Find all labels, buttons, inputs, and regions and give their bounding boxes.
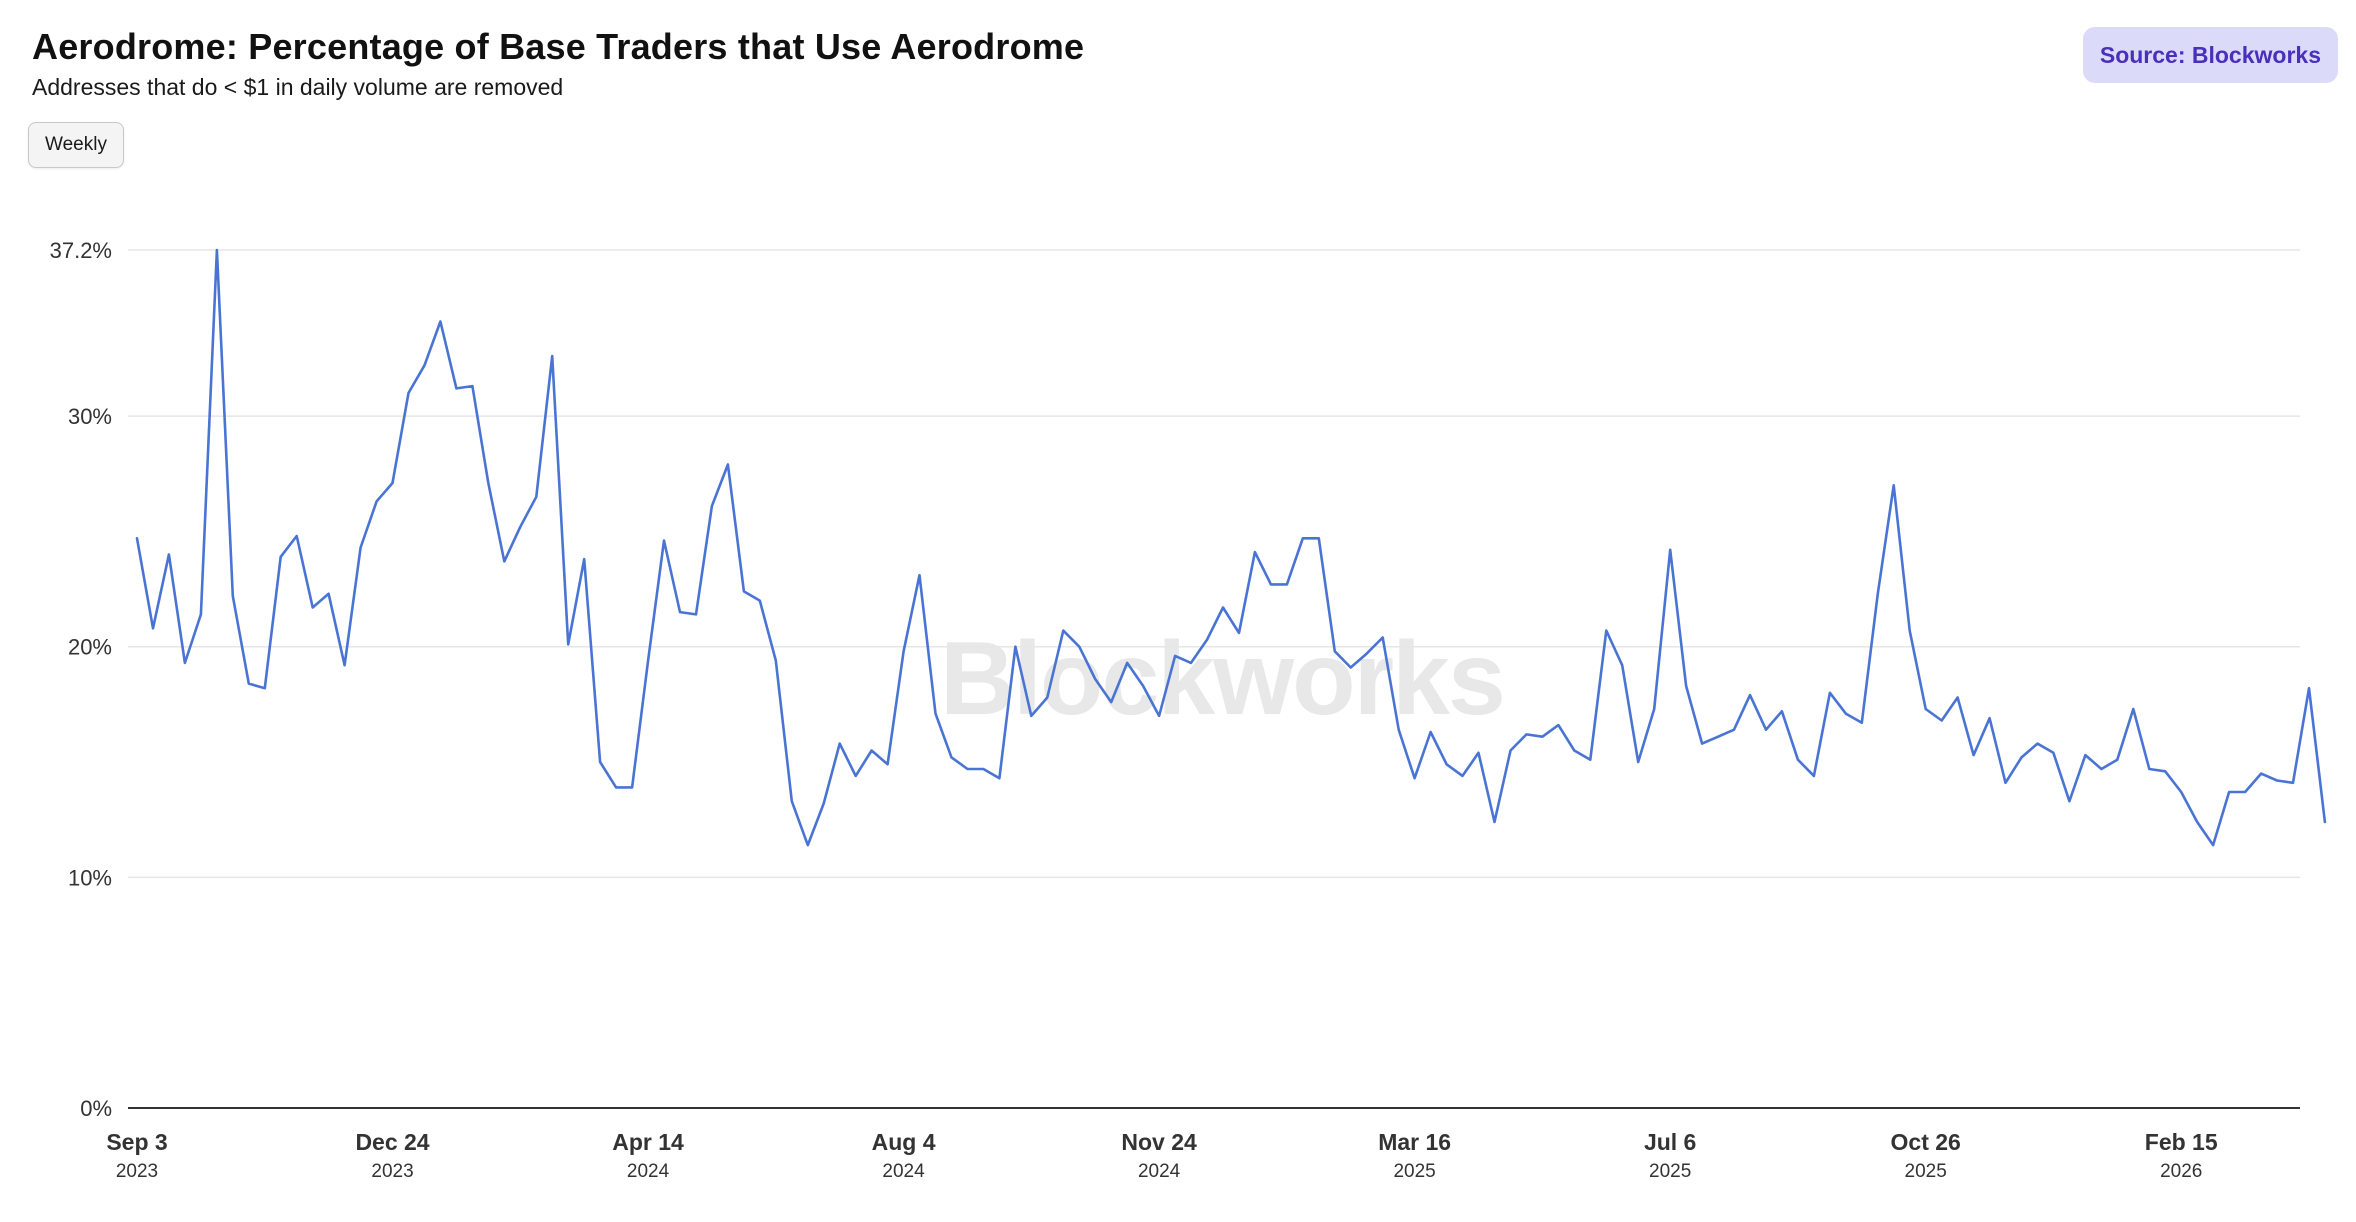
source-badge[interactable]: Source: Blockworks <box>2082 27 2338 83</box>
chart-title: Aerodrome: Percentage of Base Traders th… <box>32 26 1085 67</box>
x-tick-year-label: 2024 <box>882 1161 925 1182</box>
y-tick-label: 30% <box>68 404 112 429</box>
y-tick-label: 20% <box>68 635 112 660</box>
x-tick-label: Dec 24 <box>355 1129 429 1155</box>
x-tick-year-label: 2023 <box>116 1161 158 1182</box>
x-tick-year-label: 2025 <box>1905 1161 1947 1182</box>
x-tick-year-label: 2025 <box>1393 1161 1435 1182</box>
x-tick-label: Jul 6 <box>1644 1129 1696 1155</box>
series-line <box>135 248 2327 847</box>
x-tick-label: Nov 24 <box>1121 1129 1197 1155</box>
y-tick-label: 0% <box>80 1096 112 1121</box>
x-tick-label: Oct 26 <box>1891 1129 1961 1155</box>
x-tick-label: Feb 15 <box>2145 1129 2218 1155</box>
y-tick-label: 10% <box>68 865 112 890</box>
x-tick-year-label: 2023 <box>371 1161 413 1182</box>
x-tick-label: Sep 3 <box>106 1129 167 1155</box>
x-tick-label: Mar 16 <box>1378 1129 1451 1155</box>
x-tick-label: Apr 14 <box>612 1129 684 1155</box>
x-tick-year-label: 2025 <box>1649 1161 1691 1182</box>
x-tick-label: Aug 4 <box>872 1129 936 1155</box>
x-tick-year-label: 2026 <box>2160 1161 2202 1182</box>
weekly-period-button[interactable]: Weekly <box>28 122 124 168</box>
x-tick-year-label: 2024 <box>627 1161 670 1182</box>
y-tick-label: 37.2% <box>50 238 112 263</box>
chart-subtitle: Addresses that do < $1 in daily volume a… <box>32 74 564 100</box>
x-tick-year-label: 2024 <box>1138 1161 1181 1182</box>
